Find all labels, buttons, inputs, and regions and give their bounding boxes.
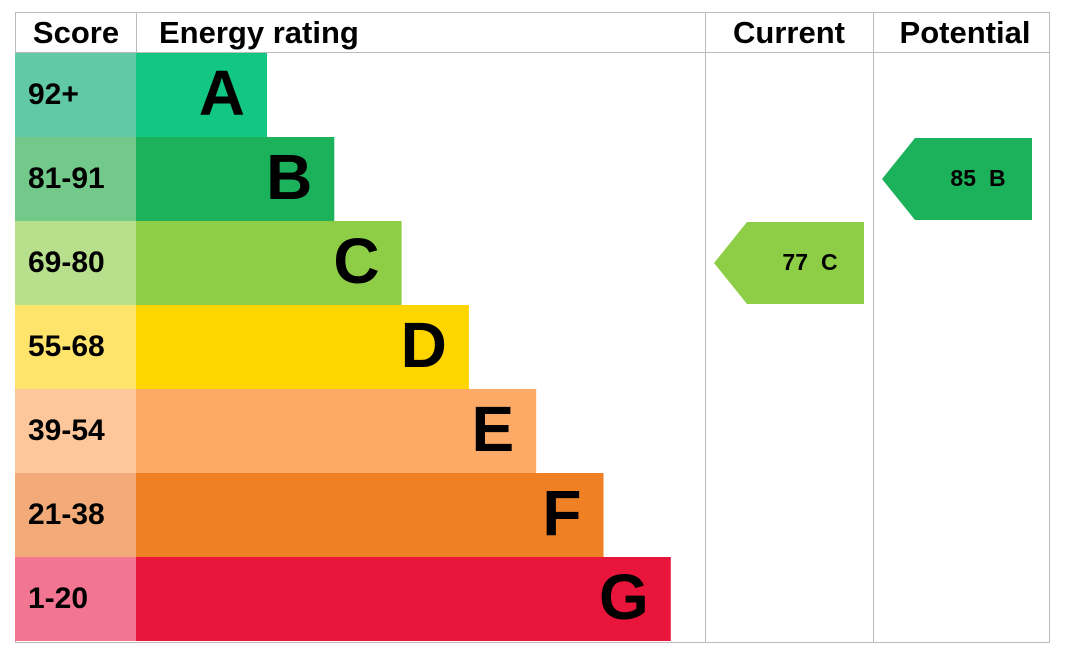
potential-arrow xyxy=(882,138,1032,220)
current-arrow xyxy=(714,222,864,304)
rating-letter: E xyxy=(472,393,515,465)
rating-bar xyxy=(136,305,469,389)
rating-bar xyxy=(136,389,537,473)
current-value: 77 xyxy=(782,249,808,275)
rating-bar xyxy=(136,557,671,641)
score-label: 39-54 xyxy=(28,414,105,447)
rating-bar xyxy=(136,473,604,557)
score-label: 55-68 xyxy=(28,330,105,363)
rating-bar xyxy=(136,221,402,305)
rating-letter: B xyxy=(266,141,312,213)
rating-letter: C xyxy=(333,225,379,297)
score-label: 69-80 xyxy=(28,246,105,279)
header-current: Current xyxy=(733,15,845,50)
score-cell xyxy=(15,221,136,305)
score-cell xyxy=(15,137,136,221)
rating-letter: A xyxy=(199,57,245,129)
rating-letter: D xyxy=(401,309,447,381)
score-label: 21-38 xyxy=(28,498,105,531)
score-cell xyxy=(15,473,136,557)
score-cell xyxy=(15,557,136,641)
score-label: 1-20 xyxy=(28,582,88,615)
rating-letter: F xyxy=(542,477,581,549)
score-cell xyxy=(15,305,136,389)
header-rating: Energy rating xyxy=(159,15,359,50)
potential-value: 85 xyxy=(950,165,976,191)
score-cell xyxy=(15,53,136,137)
rating-bar xyxy=(136,53,267,137)
rating-letter: G xyxy=(599,561,649,633)
score-label: 81-91 xyxy=(28,162,105,195)
score-label: 92+ xyxy=(28,78,79,111)
header-potential: Potential xyxy=(900,15,1031,50)
potential-rating: B xyxy=(989,165,1006,191)
rating-bar xyxy=(136,137,335,221)
current-rating: C xyxy=(821,249,838,275)
header-score: Score xyxy=(33,15,119,50)
score-cell xyxy=(15,389,136,473)
